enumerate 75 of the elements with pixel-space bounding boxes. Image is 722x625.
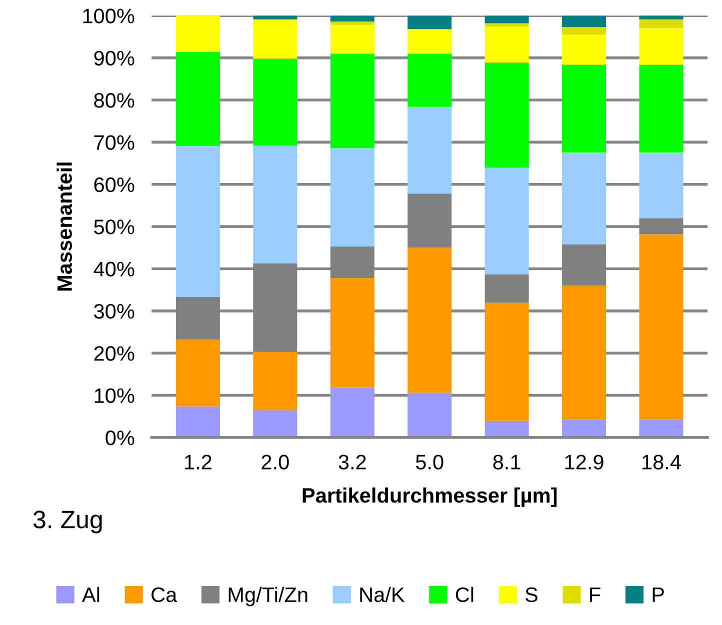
y-tick-label: 10% bbox=[94, 388, 134, 404]
bar bbox=[484, 62, 529, 168]
y-tick-label: 80% bbox=[94, 93, 134, 108]
bar bbox=[562, 34, 606, 65]
y-tick-label: 50% bbox=[94, 220, 134, 234]
y-tick-label: 100% bbox=[83, 8, 134, 24]
bar bbox=[639, 234, 684, 420]
legend-label: Ca bbox=[152, 587, 178, 602]
bar bbox=[639, 16, 684, 20]
legend-label: S bbox=[525, 587, 538, 602]
legend-label: Al bbox=[82, 586, 100, 602]
legend-label: F bbox=[590, 588, 600, 602]
bar bbox=[330, 22, 374, 25]
y-tick-label: 70% bbox=[94, 135, 134, 150]
bar bbox=[484, 23, 529, 27]
bar bbox=[330, 54, 374, 148]
legend-label: Mg/Ti/Zn bbox=[228, 586, 308, 606]
bar bbox=[408, 54, 452, 107]
bar bbox=[253, 19, 298, 59]
bar bbox=[408, 29, 452, 54]
bar bbox=[253, 352, 298, 410]
x-tick-label: 12.9 bbox=[565, 454, 604, 470]
bar bbox=[562, 27, 606, 35]
text: 3. Zug bbox=[33, 510, 102, 534]
y-tick-label: 30% bbox=[94, 304, 134, 319]
bar bbox=[562, 152, 606, 244]
bar bbox=[330, 16, 374, 22]
bar bbox=[484, 302, 529, 421]
bar bbox=[176, 406, 220, 438]
bar bbox=[484, 168, 529, 274]
x-tick-label: 18.4 bbox=[642, 454, 681, 470]
legend-label: Na/K bbox=[360, 586, 405, 602]
bar bbox=[176, 52, 220, 146]
x-tick-label: 8.1 bbox=[493, 454, 520, 470]
bar bbox=[484, 26, 529, 62]
y-tick-label: 0% bbox=[106, 430, 134, 446]
bar bbox=[253, 146, 298, 264]
bar bbox=[639, 419, 684, 438]
x-axis-title: Partikeldurchmesser [µm] bbox=[302, 487, 557, 507]
bar bbox=[484, 16, 529, 24]
bar bbox=[330, 148, 374, 246]
bar bbox=[484, 274, 529, 302]
x-tick-label: 2.0 bbox=[262, 454, 289, 470]
y-tick-label: 60% bbox=[94, 177, 134, 192]
bar bbox=[639, 28, 684, 65]
x-tick-label: 3.2 bbox=[338, 454, 366, 470]
bar bbox=[408, 106, 452, 194]
bar bbox=[408, 248, 452, 392]
bar bbox=[562, 286, 606, 420]
bar bbox=[408, 16, 452, 30]
bar bbox=[330, 278, 374, 388]
bar bbox=[176, 146, 220, 298]
bar bbox=[330, 24, 374, 54]
bar bbox=[408, 392, 452, 438]
bar bbox=[562, 419, 606, 438]
y-tick-label: 90% bbox=[94, 50, 134, 66]
legend-label: P bbox=[652, 588, 664, 602]
bar bbox=[484, 420, 529, 438]
bar bbox=[639, 64, 684, 152]
bar bbox=[176, 16, 220, 52]
x-tick-label: 1.2 bbox=[185, 454, 212, 470]
y-axis-title: Massenanteil bbox=[56, 162, 72, 291]
bar bbox=[562, 64, 606, 152]
bar bbox=[253, 58, 298, 146]
bar bbox=[639, 19, 684, 28]
bar bbox=[176, 340, 220, 406]
bar bbox=[562, 16, 606, 28]
y-tick-label: 40% bbox=[94, 262, 134, 277]
bar bbox=[639, 152, 684, 218]
bar bbox=[253, 16, 298, 20]
bar bbox=[330, 388, 374, 438]
y-tick-label: 20% bbox=[94, 346, 134, 361]
x-tick-label: 5.0 bbox=[416, 454, 444, 470]
bar bbox=[253, 410, 298, 438]
legend-label: Cl bbox=[456, 586, 474, 602]
